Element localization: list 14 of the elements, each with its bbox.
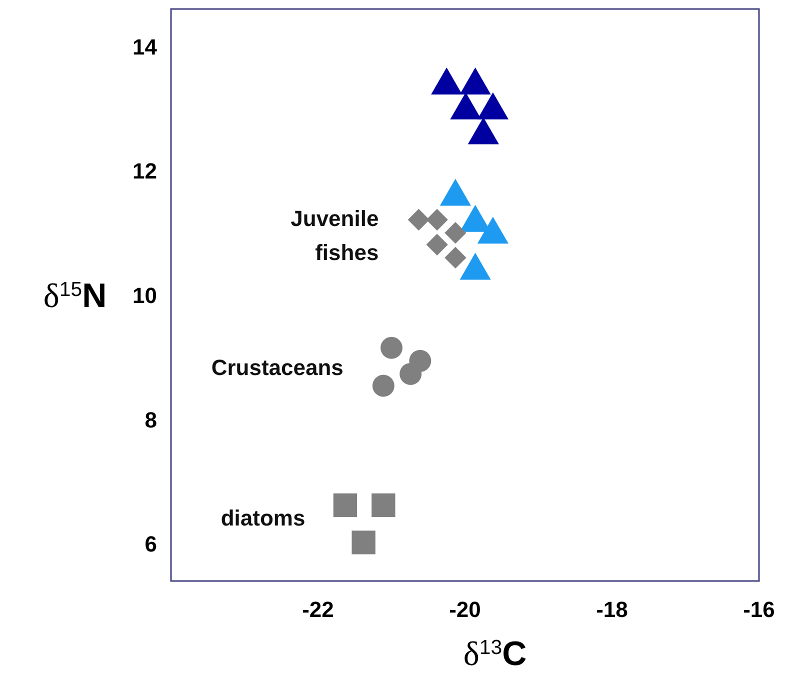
x-tick-label: -16	[743, 597, 775, 622]
y-axis-title: δ$^{15}$N	[43, 277, 107, 315]
series-label: Crustaceans	[211, 355, 344, 380]
y-tick-label: 6	[144, 532, 157, 557]
series-label: Juvenile fishes	[290, 206, 379, 265]
x-tick-label: -18	[596, 597, 628, 622]
x-tick-label: -20	[449, 597, 481, 622]
y-tick-label: 8	[144, 407, 157, 432]
x-axis-title: δ$^{13}$C	[463, 635, 527, 673]
y-tick-label: 12	[132, 158, 157, 184]
x-tick-label: -22	[302, 597, 334, 622]
y-tick-label: 14	[132, 34, 158, 60]
series-label: diatoms	[220, 506, 306, 531]
y-tick-label: 10	[132, 283, 157, 308]
